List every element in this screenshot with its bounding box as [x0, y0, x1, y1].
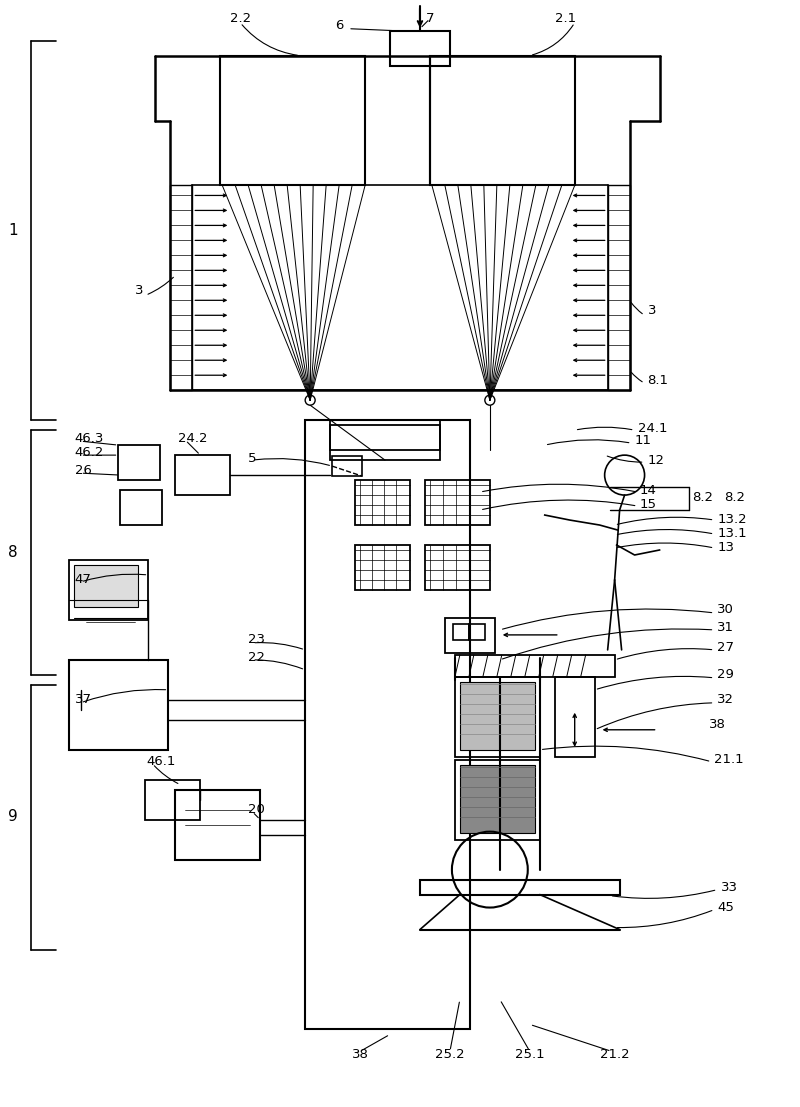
Text: 20: 20 [248, 804, 265, 816]
Text: 12: 12 [647, 454, 665, 467]
Text: 38: 38 [710, 718, 726, 732]
Text: 15: 15 [639, 497, 657, 510]
Bar [220, 55, 365, 186]
Text: 33: 33 [722, 881, 738, 894]
Text: 8.2: 8.2 [693, 490, 714, 504]
Text: 5: 5 [248, 452, 257, 465]
Text: 13.2: 13.2 [718, 513, 747, 526]
Bar [453, 624, 469, 640]
Bar [608, 186, 630, 390]
Text: 38: 38 [352, 1048, 369, 1061]
Text: 13.1: 13.1 [718, 527, 747, 539]
Text: 13: 13 [718, 540, 734, 554]
Bar [554, 676, 594, 757]
Text: 22: 22 [248, 651, 266, 664]
Bar [390, 31, 450, 65]
Text: 3: 3 [647, 303, 656, 317]
Bar [425, 545, 490, 590]
Bar [355, 545, 410, 590]
Text: 46.1: 46.1 [146, 755, 176, 768]
Bar [455, 655, 614, 676]
Text: 37: 37 [74, 693, 91, 706]
Text: 32: 32 [718, 693, 734, 706]
Text: 6: 6 [335, 19, 343, 32]
Bar [420, 880, 620, 894]
Text: 46.2: 46.2 [74, 446, 104, 458]
Bar [430, 55, 574, 186]
Bar [175, 455, 230, 495]
Text: 1: 1 [8, 223, 18, 238]
Bar [460, 682, 534, 749]
Bar [355, 480, 410, 525]
Bar [469, 624, 485, 640]
Text: 14: 14 [639, 484, 657, 497]
Bar [118, 445, 161, 480]
Bar [330, 425, 440, 461]
Bar [170, 186, 192, 390]
Bar [69, 660, 169, 749]
Bar [74, 565, 138, 607]
Text: 3: 3 [135, 283, 144, 297]
Bar [175, 789, 260, 860]
Text: 21.1: 21.1 [714, 753, 744, 766]
Text: 21.2: 21.2 [600, 1048, 630, 1061]
Text: 26: 26 [74, 464, 91, 477]
Bar [445, 618, 495, 653]
Text: 25.2: 25.2 [435, 1048, 465, 1061]
Text: 45: 45 [718, 901, 734, 914]
Text: 29: 29 [718, 669, 734, 681]
Text: 24.1: 24.1 [638, 422, 667, 435]
Text: 8.1: 8.1 [647, 374, 669, 386]
Text: 8: 8 [8, 545, 18, 559]
Text: 9: 9 [8, 809, 18, 825]
Bar [425, 480, 490, 525]
Text: 8.2: 8.2 [725, 490, 746, 504]
Text: 11: 11 [634, 434, 651, 446]
Text: 30: 30 [718, 603, 734, 617]
Bar [460, 765, 534, 832]
Bar [305, 421, 470, 1030]
Text: 2.1: 2.1 [554, 12, 576, 25]
Text: 24.2: 24.2 [178, 432, 208, 445]
Bar [69, 560, 149, 620]
Text: 23: 23 [248, 633, 266, 646]
Text: 31: 31 [718, 621, 734, 634]
Bar [455, 676, 540, 757]
Bar [121, 490, 162, 525]
Text: 7: 7 [426, 12, 434, 25]
Text: 27: 27 [718, 641, 734, 654]
Text: 46.3: 46.3 [74, 432, 104, 445]
Text: 47: 47 [74, 573, 91, 587]
Bar [146, 779, 200, 819]
Bar [332, 456, 362, 476]
Bar [330, 421, 440, 451]
Bar [455, 759, 540, 839]
Text: 2.2: 2.2 [230, 12, 251, 25]
Text: 25.1: 25.1 [515, 1048, 545, 1061]
